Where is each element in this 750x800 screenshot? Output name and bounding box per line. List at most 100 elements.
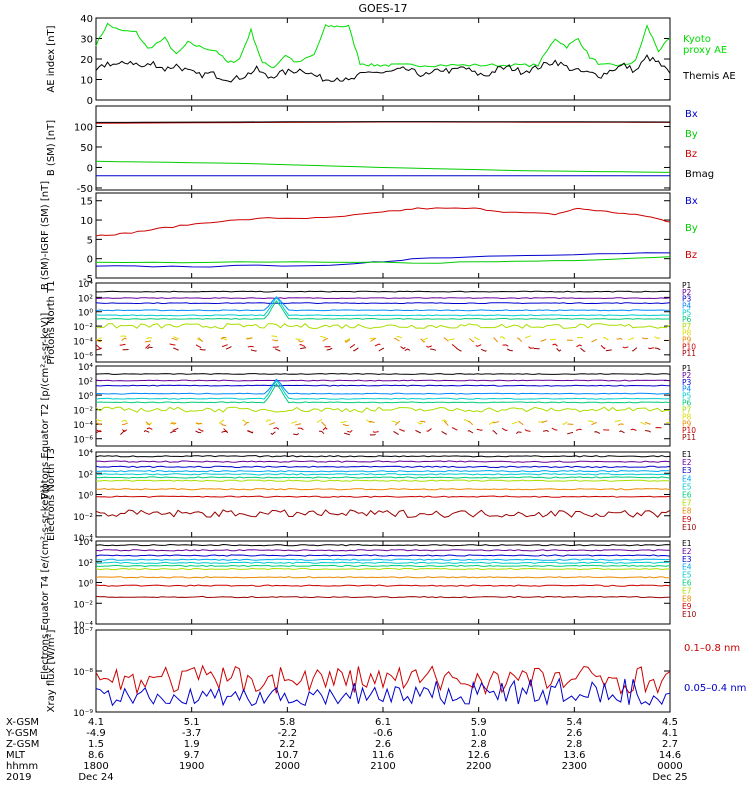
time-axis-row-label: Z-GSM xyxy=(6,739,39,750)
legend-label: E1 xyxy=(682,450,692,459)
series-line-e1 xyxy=(95,455,671,458)
time-axis-value: 8.6 xyxy=(88,750,104,761)
legend-label: E3 xyxy=(682,555,692,564)
y-tick-label: 10⁰ xyxy=(78,580,93,590)
legend-label: P9 xyxy=(682,419,692,428)
y-tick-label: 10 xyxy=(80,216,93,227)
legend-label: E10 xyxy=(682,523,697,532)
panel-frame xyxy=(95,282,671,363)
y-tick-label: 0 xyxy=(87,96,93,107)
series-line-bmag xyxy=(95,121,671,123)
legend-label: E7 xyxy=(682,499,692,508)
panel-6: Electrons North T3 xyxy=(46,448,671,541)
panel-frame xyxy=(95,540,671,625)
legend-label: P11 xyxy=(682,433,696,442)
series-line-0-1-0-8-nm xyxy=(95,664,671,696)
time-axis-value: 2000 xyxy=(275,761,300,772)
y-tick-label: 10⁻⁴ xyxy=(73,534,93,544)
series-line-p11 xyxy=(95,346,671,353)
y-tick-label: 10⁴ xyxy=(78,280,93,290)
time-axis-value: 5.9 xyxy=(471,717,487,728)
series-line-e2 xyxy=(95,549,670,552)
legend-label: P8 xyxy=(682,412,692,421)
series-line-p3 xyxy=(95,384,671,387)
legend-label: Themis AE xyxy=(682,71,736,82)
series-line-p4 xyxy=(95,378,671,395)
y-axis-label: Xray flux [W/m²] xyxy=(46,630,57,713)
time-axis-value: 2.8 xyxy=(471,739,487,750)
legend-label: E10 xyxy=(682,610,697,619)
legend-label: E3 xyxy=(682,466,692,475)
series-line-kyoto-proxy-ae xyxy=(95,22,671,69)
time-axis-row-label: Y-GSM xyxy=(5,728,38,739)
y-tick-label: -50 xyxy=(77,184,93,195)
series-line-e2 xyxy=(95,460,671,463)
legend-label: Bx xyxy=(685,109,698,120)
series-line-e8 xyxy=(95,488,671,491)
y-tick-label: 50 xyxy=(80,143,93,154)
series-line-p7 xyxy=(95,406,670,413)
y-tick-label: 10⁻⁴ xyxy=(73,337,93,347)
series-line-e10 xyxy=(95,509,671,518)
time-axis-row-label: MLT xyxy=(6,750,26,761)
series-line-p10 xyxy=(95,426,671,434)
panel-frame xyxy=(95,192,671,279)
y-tick-label: 10² xyxy=(78,559,93,569)
series-line-p2 xyxy=(95,297,671,300)
start-date-label: Dec 24 xyxy=(78,772,113,783)
y-tick-label: 0 xyxy=(87,163,93,174)
legend-label: proxy AE xyxy=(683,45,727,56)
time-axis-value: 5.8 xyxy=(279,717,295,728)
series-line-p8 xyxy=(95,418,671,426)
legend-label: P4 xyxy=(682,385,692,394)
time-axis-value: 2.6 xyxy=(566,728,582,739)
y-tick-label: 10⁰ xyxy=(78,492,93,502)
legend-label: P7 xyxy=(682,322,692,331)
time-axis-value: -0.6 xyxy=(373,728,393,739)
time-axis-value: 13.6 xyxy=(563,750,585,761)
y-tick-label: 10² xyxy=(78,470,93,480)
legend-label: P11 xyxy=(682,349,696,358)
panel-5: Protons Equator T2 [p/(cm²-s-sr-keV)] xyxy=(40,313,671,500)
series-line-p8 xyxy=(95,335,671,342)
series-line-e3 xyxy=(95,554,671,557)
legend-label: P1 xyxy=(682,281,692,290)
y-axis-label: Protons Equator T2 [p/(cm²-s-sr-keV)] xyxy=(40,313,51,500)
time-axis-value: 14.6 xyxy=(659,750,681,761)
series-line-e3 xyxy=(95,465,671,469)
legend-label: E7 xyxy=(682,586,692,595)
time-axis-value: 1800 xyxy=(83,761,108,772)
time-axis-value: 2100 xyxy=(370,761,395,772)
time-axis-value: 4.5 xyxy=(662,717,678,728)
panel-frame xyxy=(95,17,671,101)
legend-label: E2 xyxy=(682,547,692,556)
y-tick-label: 10² xyxy=(78,378,93,388)
y-tick-label: 10² xyxy=(78,294,93,304)
y-tick-label: 10⁻⁹ xyxy=(73,709,93,719)
legend-label: Bx xyxy=(685,196,698,207)
series-line-e10 xyxy=(95,595,670,599)
page-title: GOES-17 xyxy=(358,2,407,15)
series-line-e4 xyxy=(96,558,671,561)
panel-3: B (SM)-IGRF (SM) [nT] xyxy=(40,181,671,290)
y-tick-label: -5 xyxy=(83,274,93,285)
y-tick-label: 5 xyxy=(87,235,93,246)
legend-label: E9 xyxy=(682,515,692,524)
end-date-label: Dec 25 xyxy=(652,772,687,783)
legend-label: P5 xyxy=(682,392,692,401)
legend-label: P6 xyxy=(682,399,692,408)
series-line-e8 xyxy=(95,576,671,579)
series-line-p10 xyxy=(95,343,671,350)
series-line-e7 xyxy=(96,479,671,482)
time-axis-value: 4.1 xyxy=(662,728,678,739)
time-axis-value: 2.2 xyxy=(279,739,295,750)
series-line-p11 xyxy=(95,429,671,436)
panel-2: B (SM) [nT] xyxy=(46,105,671,191)
legend-label: P3 xyxy=(682,378,692,387)
legend-label: E6 xyxy=(682,579,692,588)
legend-label: E4 xyxy=(682,474,692,483)
time-axis-value: 1900 xyxy=(179,761,204,772)
legend-label: E2 xyxy=(682,458,692,467)
time-axis-value: -3.7 xyxy=(182,728,202,739)
